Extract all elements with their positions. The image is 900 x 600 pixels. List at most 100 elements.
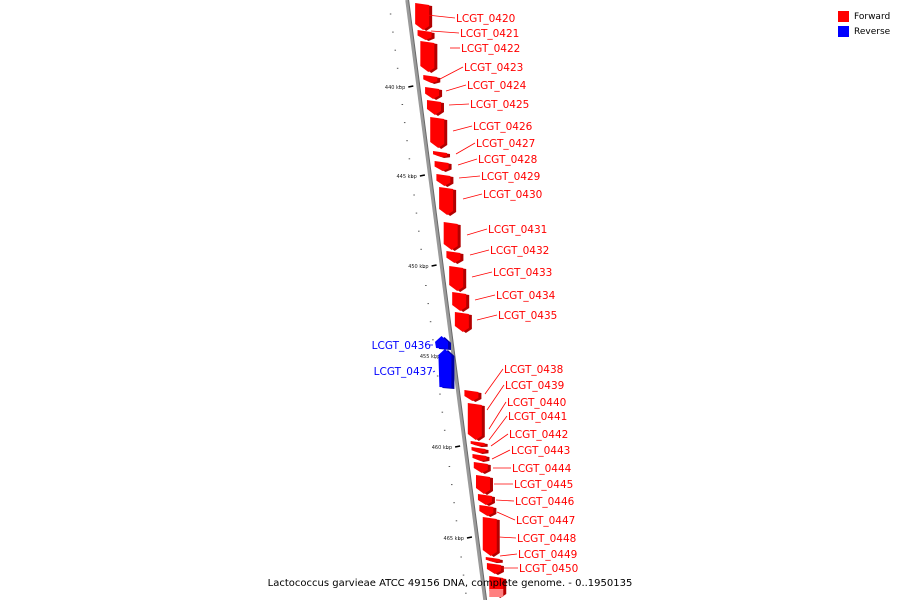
gene-label-lcgt_0421[interactable]: LCGT_0421 [460, 28, 519, 40]
gene-lcgt_0423-arrow[interactable] [423, 75, 441, 84]
gene-lcgt_0422-arrow[interactable] [420, 41, 438, 73]
gene-label-lcgt_0438[interactable]: LCGT_0438 [504, 364, 563, 376]
gene-lcgt_0426-arrow[interactable] [430, 117, 448, 149]
gene-leader-line [445, 84, 467, 92]
gene-lcgt_0428-arrow[interactable] [434, 161, 452, 172]
gene-label-lcgt_0446[interactable]: LCGT_0446 [515, 496, 575, 508]
gene-label-lcgt_0435[interactable]: LCGT_0435 [498, 310, 557, 322]
gene-lcgt_0430-arrow[interactable] [439, 187, 457, 216]
legend-item-forward: Forward [838, 9, 890, 24]
gene-lcgt_0436-arrow[interactable] [435, 336, 452, 350]
gene-lcgt_0432-arrow[interactable] [446, 251, 464, 264]
gene-fade [489, 589, 504, 597]
gene-lcgt_0429-arrow[interactable] [436, 174, 454, 187]
gene-label-lcgt_0447[interactable]: LCGT_0447 [516, 515, 575, 527]
gene-label-lcgt_0424[interactable]: LCGT_0424 [467, 80, 527, 92]
gene-label-lcgt_0434[interactable]: LCGT_0434 [496, 290, 556, 302]
gene-body [425, 87, 440, 99]
gene-label-lcgt_0431[interactable]: LCGT_0431 [488, 224, 547, 236]
gene-label-lcgt_0437[interactable]: LCGT_0437 [374, 366, 433, 378]
gene-lcgt_0450-arrow[interactable] [489, 576, 507, 598]
gene-lcgt_0425-arrow[interactable] [426, 100, 444, 116]
gene-lcgt_0442-arrow[interactable] [472, 454, 490, 462]
gene-lcgt_0427-arrow[interactable] [433, 151, 451, 158]
gene-body [426, 100, 441, 115]
gene-leader-line [484, 368, 504, 395]
gene-label-lcgt_0420[interactable]: LCGT_0420 [456, 13, 515, 25]
gene-body [423, 75, 438, 83]
gene-body [485, 557, 500, 562]
gene-label-lcgt_0439[interactable]: LCGT_0439 [505, 380, 564, 392]
gene-body [420, 41, 435, 72]
tick-label: 440 kbp [385, 85, 405, 91]
gene-label-lcgt_0433[interactable]: LCGT_0433 [493, 267, 552, 279]
gene-leader-line [457, 158, 478, 166]
tick-label: 450 kbp [408, 264, 428, 270]
gene-lcgt_0439-arrow[interactable] [467, 403, 485, 441]
gene-lcgt_0438-arrow[interactable] [464, 390, 482, 402]
gene-label-lcgt_0443[interactable]: LCGT_0443 [511, 445, 570, 457]
gene-label-lcgt_0441[interactable]: LCGT_0441 [508, 411, 567, 423]
gene-label-lcgt_0428[interactable]: LCGT_0428 [478, 154, 537, 166]
gene-leader-line [458, 175, 481, 179]
strand-legend: Forward Reverse [838, 9, 890, 39]
gene-body [417, 30, 432, 40]
gene-label-lcgt_0440[interactable]: LCGT_0440 [507, 397, 566, 409]
gene-label-lcgt_0436[interactable]: LCGT_0436 [372, 340, 432, 352]
gene-lcgt_0441-arrow[interactable] [471, 447, 489, 454]
gene-lcgt_0440-arrow[interactable] [470, 441, 488, 447]
gene-leader-line [426, 14, 456, 19]
gene-lcgt_0446-arrow[interactable] [479, 505, 497, 517]
gene-lcgt_0421-arrow[interactable] [417, 30, 435, 41]
gene-lcgt_0433-arrow[interactable] [449, 266, 467, 292]
gene-lcgt_0447-arrow[interactable] [482, 517, 500, 557]
gene-label-lcgt_0450[interactable]: LCGT_0450 [519, 563, 578, 575]
gene-body [471, 447, 486, 453]
gene-lcgt_0431-arrow[interactable] [443, 222, 461, 251]
gene-label-lcgt_0430[interactable]: LCGT_0430 [483, 189, 542, 201]
gene-body [438, 349, 452, 388]
gene-leader-line [430, 30, 460, 34]
tick-label: 465 kbp [444, 536, 464, 542]
gene-leader-line [499, 553, 518, 557]
gene-lcgt_0448-arrow[interactable] [485, 557, 503, 563]
gene-label-lcgt_0444[interactable]: LCGT_0444 [512, 463, 572, 475]
gene-body [439, 187, 454, 215]
gene-label-lcgt_0426[interactable]: LCGT_0426 [473, 121, 533, 133]
gene-lcgt_0445-arrow[interactable] [477, 494, 495, 506]
gene-lcgt_0443-arrow[interactable] [473, 462, 491, 474]
major-tick [408, 85, 414, 88]
gene-body [435, 336, 449, 349]
gene-leader-line [452, 125, 473, 132]
gene-lcgt_0437-arrow[interactable] [438, 349, 455, 389]
gene-label-lcgt_0425[interactable]: LCGT_0425 [470, 99, 529, 111]
gene-label-lcgt_0442[interactable]: LCGT_0442 [509, 429, 568, 441]
gene-body [477, 494, 492, 505]
gene-lcgt_0420-arrow[interactable] [415, 3, 433, 31]
major-tick [454, 445, 461, 448]
gene-lcgt_0444-arrow[interactable] [475, 475, 493, 495]
gene-body [467, 403, 482, 440]
gene-label-lcgt_0445[interactable]: LCGT_0445 [514, 479, 573, 491]
gene-lcgt_0449-arrow[interactable] [486, 563, 504, 575]
gene-label-lcgt_0422[interactable]: LCGT_0422 [461, 43, 520, 55]
gene-body [452, 292, 467, 311]
gene-leader-line [466, 228, 488, 236]
gene-leader-line [488, 415, 508, 441]
gene-label-lcgt_0432[interactable]: LCGT_0432 [490, 245, 549, 257]
gene-leader-line [498, 536, 517, 539]
gene-body [443, 222, 458, 250]
dna-backbone [405, 0, 488, 600]
gene-label-lcgt_0427[interactable]: LCGT_0427 [476, 138, 535, 150]
gene-lcgt_0434-arrow[interactable] [452, 292, 470, 312]
backbone-line [405, 0, 487, 600]
gene-lcgt_0424-arrow[interactable] [425, 87, 443, 100]
gene-label-lcgt_0429[interactable]: LCGT_0429 [481, 171, 540, 183]
gene-label-lcgt_0448[interactable]: LCGT_0448 [517, 533, 576, 545]
gene-label-lcgt_0449[interactable]: LCGT_0449 [518, 549, 577, 561]
legend-label-forward: Forward [854, 11, 891, 22]
gene-lcgt_0435-arrow[interactable] [454, 312, 472, 333]
gene-leader-line [476, 314, 498, 321]
gene-label-lcgt_0423[interactable]: LCGT_0423 [464, 62, 523, 74]
